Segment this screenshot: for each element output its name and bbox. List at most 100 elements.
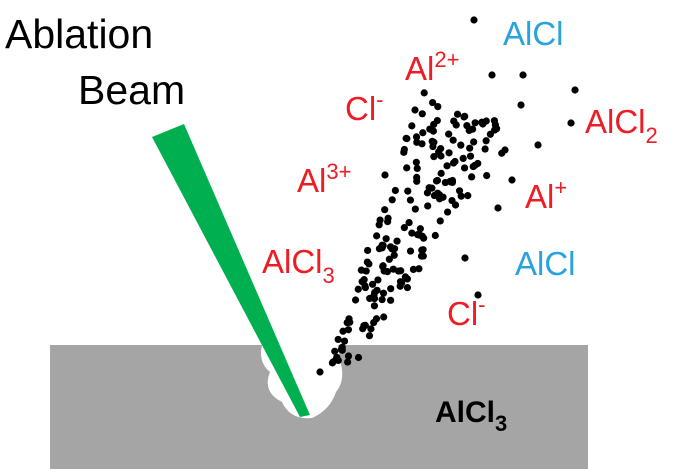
- ablation-diagram: Ablation Beam AlCl Al2+ Cl- AlCl2 Al3+ A…: [0, 0, 678, 469]
- particle: [413, 139, 420, 146]
- particle: [419, 246, 426, 253]
- particle: [470, 163, 477, 170]
- particle: [508, 176, 515, 183]
- label-base: Al: [405, 50, 434, 87]
- particle: [450, 137, 457, 144]
- particle: [376, 221, 383, 228]
- particle: [470, 138, 477, 145]
- particle: [373, 315, 380, 322]
- particle: [381, 171, 388, 178]
- particle: [363, 267, 370, 274]
- label-base: AlCl: [515, 245, 576, 282]
- particle: [567, 119, 574, 126]
- particle: [379, 296, 386, 303]
- particle: [488, 71, 495, 78]
- particle: [453, 121, 460, 128]
- particle: [393, 238, 400, 245]
- particle: [413, 174, 420, 181]
- particle: [431, 192, 438, 199]
- particle: [410, 266, 417, 273]
- particle: [519, 71, 526, 78]
- particle: [451, 158, 458, 165]
- species-label: AlCl3: [262, 243, 335, 288]
- particle: [316, 368, 323, 375]
- particle: [491, 117, 498, 124]
- species-label: AlCl: [515, 245, 576, 282]
- particle: [478, 119, 485, 126]
- species-label: Cl-: [447, 292, 486, 332]
- particle: [352, 296, 359, 303]
- particle: [408, 122, 415, 129]
- particle: [373, 232, 380, 239]
- particle: [404, 284, 411, 291]
- particle: [420, 252, 427, 259]
- particle: [472, 119, 479, 126]
- particle: [379, 242, 386, 249]
- particle: [481, 145, 488, 152]
- particle: [444, 208, 451, 215]
- particle: [461, 164, 468, 171]
- particle: [429, 99, 436, 106]
- particle: [355, 354, 362, 361]
- particle: [387, 285, 394, 292]
- particle: [438, 170, 445, 177]
- particle: [329, 358, 336, 365]
- particle: [335, 336, 342, 343]
- particle: [355, 286, 362, 293]
- label-base: Cl: [447, 295, 478, 332]
- particle: [362, 322, 369, 329]
- beam-label: Ablation: [5, 11, 153, 57]
- species-label: AlCl2: [585, 103, 658, 148]
- particle: [338, 346, 345, 353]
- species-label: Cl-: [345, 87, 384, 127]
- label-sub: 3: [323, 263, 335, 288]
- label-sub: 2: [646, 123, 658, 148]
- particle: [421, 89, 428, 96]
- particle: [390, 266, 397, 273]
- particle: [387, 243, 394, 250]
- particle: [463, 122, 470, 129]
- particle: [384, 215, 391, 222]
- particle: [517, 101, 524, 108]
- label-sup: 2+: [434, 47, 459, 72]
- label-base: AlCl: [435, 396, 495, 429]
- label-base: AlCl: [503, 15, 564, 52]
- particle: [381, 267, 388, 274]
- particle: [400, 149, 407, 156]
- particle: [456, 187, 463, 194]
- particle: [407, 247, 414, 254]
- particle: [397, 267, 404, 274]
- particle: [407, 196, 414, 203]
- particle: [437, 152, 444, 159]
- label-sup: 3+: [326, 159, 351, 184]
- beam-label-line: Beam: [78, 67, 185, 113]
- particle: [403, 164, 410, 171]
- particle: [364, 247, 371, 254]
- particle: [413, 159, 420, 166]
- particle: [448, 197, 455, 204]
- label-base: AlCl: [262, 243, 323, 280]
- particle: [466, 145, 473, 152]
- particle: [366, 295, 373, 302]
- particle: [457, 142, 464, 149]
- particle: [461, 254, 468, 261]
- particle: [483, 137, 490, 144]
- particle: [387, 297, 394, 304]
- particle: [361, 282, 368, 289]
- particle: [470, 16, 477, 23]
- beam-label-line: Ablation: [5, 11, 153, 57]
- particle: [380, 313, 387, 320]
- particle: [398, 279, 405, 286]
- particle: [339, 328, 346, 335]
- particle: [389, 196, 396, 203]
- particle: [371, 302, 378, 309]
- particle: [414, 231, 421, 238]
- particle: [432, 232, 439, 239]
- particle: [344, 358, 351, 365]
- particle: [383, 235, 390, 242]
- label-base: Cl: [345, 90, 376, 127]
- label-sub: 3: [495, 411, 507, 436]
- particle: [424, 202, 431, 209]
- label-base: AlCl: [585, 103, 646, 140]
- species-label: AlCl: [503, 15, 564, 52]
